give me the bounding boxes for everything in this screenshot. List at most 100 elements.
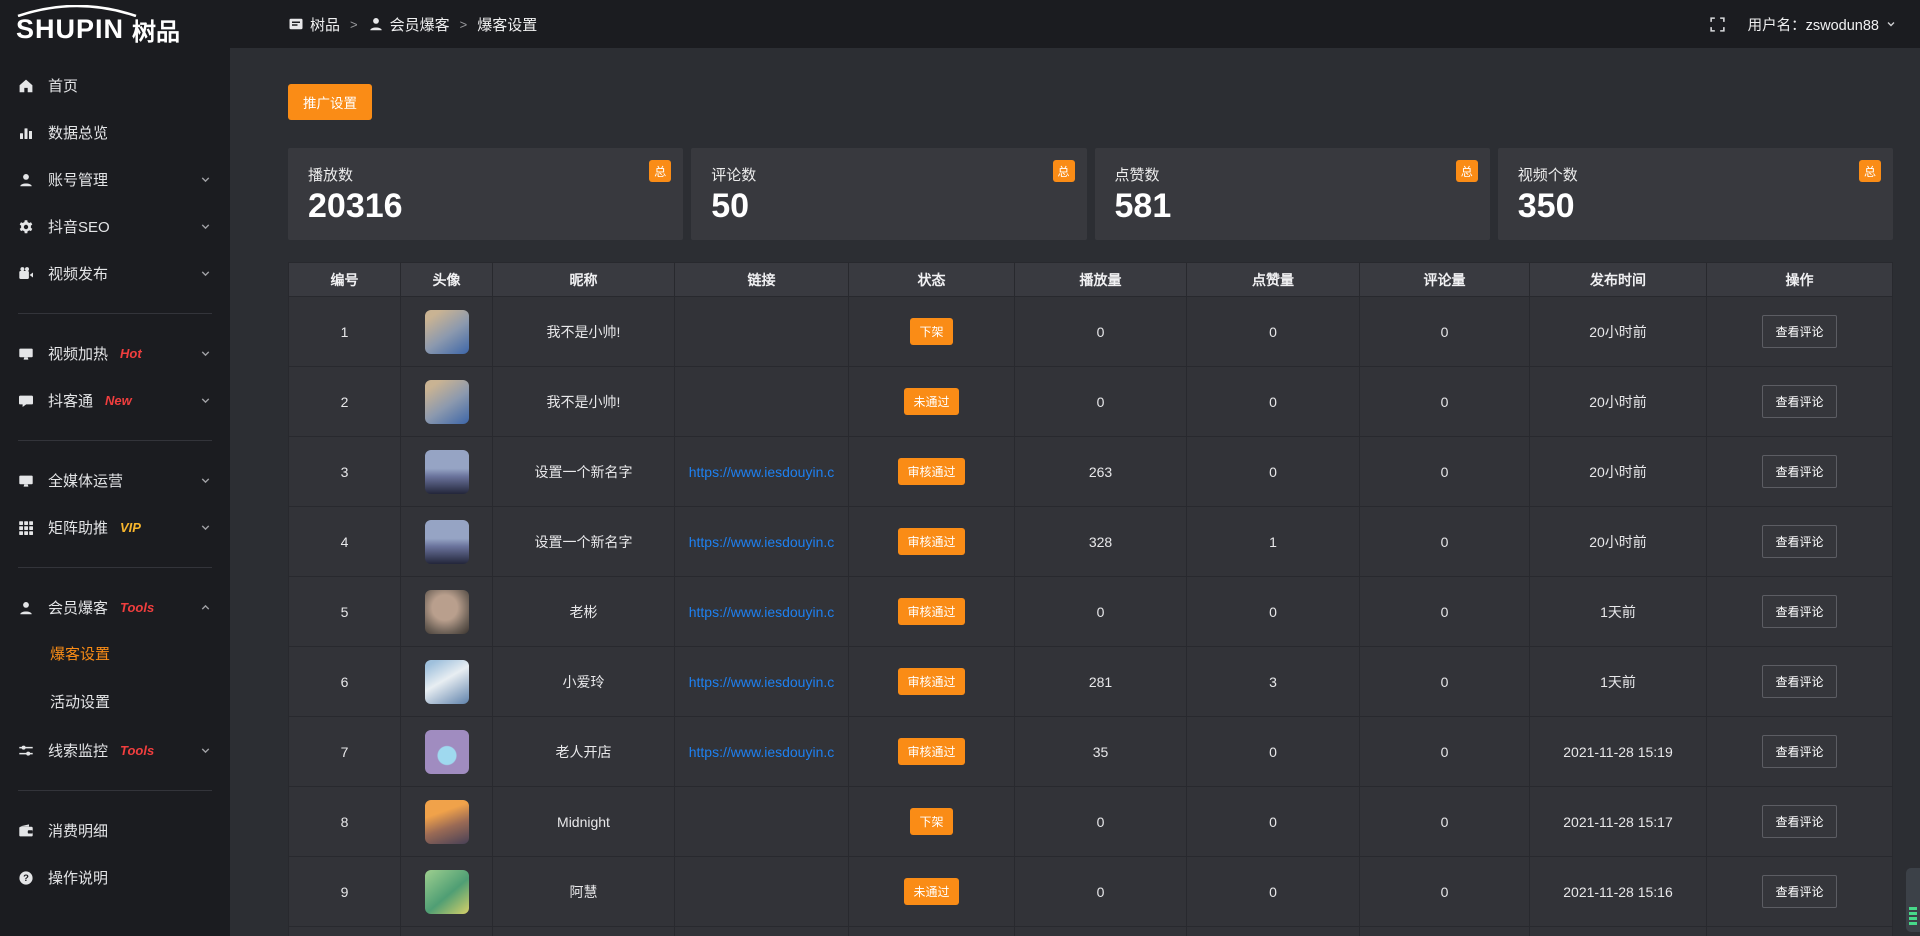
stat-value: 20316: [308, 187, 403, 225]
sidebar-item-wallet[interactable]: 消费明细: [0, 807, 230, 854]
table-row: 4 设置一个新名字 https://www.iesdouyin.c 审核通过 328 1 0…: [288, 506, 1893, 577]
fullscreen-icon[interactable]: [1709, 16, 1726, 33]
promo-settings-button[interactable]: 推广设置: [288, 84, 372, 120]
cell-comments: 0: [1359, 786, 1530, 857]
table-header-row: 编号 头像 昵称 链接 状态 播放量 点赞量 评论量 发布时间 操作: [288, 262, 1893, 297]
chevron-down-icon: [1885, 18, 1897, 30]
sidebar-item-label: 抖音SEO: [48, 219, 110, 236]
cell-nickname: 老彬: [492, 576, 675, 647]
cell-nickname: 我不是小帅!: [492, 366, 675, 437]
sidebar-item-user[interactable]: 账号管理: [0, 156, 230, 203]
sidebar-item-chat[interactable]: 抖客通 New: [0, 377, 230, 424]
sidebar-item-grid[interactable]: 矩阵助推 VIP: [0, 504, 230, 551]
sidebar-subitem[interactable]: 爆客设置: [50, 646, 111, 663]
cell-nickname: 阿慧: [492, 856, 675, 927]
view-comments-button[interactable]: 查看评论: [1762, 315, 1837, 348]
table-body: 1 我不是小帅! 下架 0 0 0 20小时前 查看评论 2 我不是小帅! 未通过 0 0 0 20小时前查…: [288, 296, 1893, 936]
cell-likes: 1: [1186, 506, 1360, 577]
breadcrumb-item[interactable]: 爆客设置: [477, 14, 537, 35]
sidebar-item-question[interactable]: ? 操作说明: [0, 854, 230, 901]
cell-time: 1天前: [1529, 576, 1707, 647]
sidebar-item-usergroup[interactable]: 会员爆客 Tools: [0, 584, 230, 631]
total-badge: 总: [1052, 160, 1075, 182]
floating-widget[interactable]: [1906, 868, 1920, 932]
view-comments-button[interactable]: 查看评论: [1762, 595, 1837, 628]
sidebar-item-home[interactable]: 首页: [0, 62, 230, 109]
video-link[interactable]: https://www.iesdouyin.c: [688, 603, 835, 620]
view-comments-button[interactable]: 查看评论: [1762, 875, 1837, 908]
sliders-icon: [18, 743, 34, 759]
table-row: 2 我不是小帅! 未通过 0 0 0 20小时前 查看评论: [288, 366, 1893, 437]
cell-avatar: [400, 436, 493, 507]
avatar: [424, 659, 469, 704]
breadcrumb-item[interactable]: 会员爆客: [368, 14, 450, 35]
status-badge: 下架: [910, 808, 953, 835]
view-comments-button[interactable]: 查看评论: [1762, 455, 1837, 488]
cell-likes: [1186, 926, 1360, 936]
cell-status: 审核通过: [848, 436, 1015, 507]
sidebar-item-video[interactable]: 视频发布: [0, 250, 230, 297]
user-menu[interactable]: 用户名：zswodun88: [1748, 14, 1897, 35]
avatar: [424, 379, 469, 424]
video-link[interactable]: https://www.iesdouyin.c: [688, 673, 835, 690]
sidebar-item-barchart[interactable]: 数据总览: [0, 109, 230, 156]
view-comments-button[interactable]: 查看评论: [1762, 525, 1837, 558]
sidebar-item-label: 抖客通: [48, 393, 94, 410]
status-badge: 审核通过: [898, 668, 965, 695]
cell-id: 5: [288, 576, 401, 647]
chevron-up-icon: [199, 601, 212, 614]
sidebar-item-monitor[interactable]: 视频加热 Hot: [0, 330, 230, 377]
sidebar-item-label: 操作说明: [48, 870, 109, 887]
column-header: 播放量: [1014, 262, 1187, 297]
cell-action: [1706, 926, 1893, 936]
gear-icon: [18, 219, 34, 235]
video-link[interactable]: https://www.iesdouyin.c: [688, 743, 835, 760]
cell-link: [674, 856, 849, 927]
sidebar-subitem[interactable]: 活动设置: [50, 694, 111, 711]
breadcrumb-separator: >: [459, 16, 468, 32]
stat-card: 评论数 50 总: [691, 148, 1087, 240]
cell-comments: 0: [1359, 646, 1530, 717]
cell-plays: 0: [1014, 296, 1187, 367]
cell-time: 20小时前: [1529, 436, 1707, 507]
view-comments-button[interactable]: 查看评论: [1762, 665, 1837, 698]
cell-comments: [1359, 926, 1530, 936]
cell-link: https://www.iesdouyin.c: [674, 716, 849, 787]
user-icon: [368, 16, 384, 32]
stat-card: 点赞数 581 总: [1094, 148, 1490, 240]
username-label: 用户名：zswodun88: [1747, 17, 1879, 34]
chevron-down-icon: [199, 474, 212, 487]
status-badge: 审核通过: [898, 528, 965, 555]
sidebar-item-display[interactable]: 全媒体运营: [0, 457, 230, 504]
video-link[interactable]: https://www.iesdouyin.c: [688, 533, 835, 550]
content: 推广设置 播放数 20316 总评论数 50 总点赞数 581 总视频个数 350 总 编号 头像…: [230, 48, 1920, 936]
sidebar-item-gear[interactable]: 抖音SEO: [0, 203, 230, 250]
cell-nickname: 设置一个新名字: [492, 506, 675, 577]
view-comments-button[interactable]: 查看评论: [1762, 385, 1837, 418]
view-comments-button[interactable]: 查看评论: [1762, 805, 1837, 838]
table-row: 1 我不是小帅! 下架 0 0 0 20小时前 查看评论: [288, 296, 1893, 367]
cell-likes: 0: [1186, 366, 1360, 437]
video-link[interactable]: https://www.iesdouyin.c: [688, 463, 835, 480]
breadcrumb-item[interactable]: 树品: [288, 14, 340, 35]
cell-link: https://www.iesdouyin.c: [674, 576, 849, 647]
logo-text-cn: 树品: [132, 18, 181, 46]
cell-link: https://www.iesdouyin.c: [674, 646, 849, 717]
sidebar-item-label: 全媒体运营: [48, 473, 124, 490]
column-header: 链接: [674, 262, 849, 297]
cell-likes: 0: [1186, 716, 1360, 787]
cell-link: [674, 366, 849, 437]
total-badge: 总: [649, 160, 672, 182]
sidebar-item-label: 线索监控: [48, 743, 109, 760]
table-row: 3 设置一个新名字 https://www.iesdouyin.c 审核通过 263 0 0…: [288, 436, 1893, 507]
view-comments-button[interactable]: 查看评论: [1762, 735, 1837, 768]
status-badge: 审核通过: [898, 738, 965, 765]
avatar: [424, 589, 469, 634]
cell-id: 6: [288, 646, 401, 717]
total-badge: 总: [1455, 160, 1478, 182]
table-row: 6 小爱玲 https://www.iesdouyin.c 审核通过 281 3 0 1天前 查…: [288, 646, 1893, 717]
sidebar-item-sliders[interactable]: 线索监控 Tools: [0, 727, 230, 774]
barchart-icon: [18, 125, 34, 141]
stat-value: 50: [711, 187, 750, 225]
stat-cards: 播放数 20316 总 评论数 50 总 点赞数 581 总 视频个数 350 总: [288, 148, 1893, 240]
